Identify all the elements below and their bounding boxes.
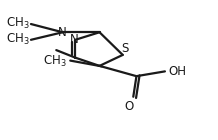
Text: OH: OH	[169, 65, 187, 78]
Text: S: S	[121, 42, 129, 55]
Text: CH$_3$: CH$_3$	[6, 16, 30, 31]
Text: N: N	[58, 26, 67, 39]
Text: O: O	[124, 100, 133, 113]
Text: N: N	[70, 33, 79, 46]
Text: CH$_3$: CH$_3$	[43, 53, 66, 69]
Text: CH$_3$: CH$_3$	[6, 32, 30, 47]
